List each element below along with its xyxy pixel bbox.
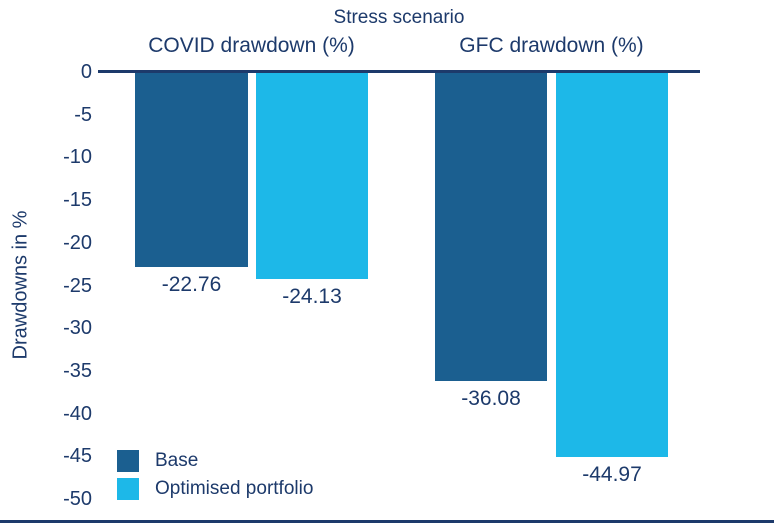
- bar-value-label: -22.76: [161, 273, 222, 296]
- bar-value-label: -44.97: [582, 463, 642, 486]
- legend-swatch-base: [117, 450, 139, 472]
- y-tick--35: -35: [63, 359, 92, 382]
- bar-base-group1: [435, 73, 547, 381]
- y-tick--30: -30: [63, 317, 92, 340]
- y-tick--10: -10: [63, 146, 92, 169]
- y-tick--25: -25: [63, 274, 92, 297]
- bar-optimised-portfolio-group0: [256, 73, 368, 279]
- legend-item-base: Base: [117, 450, 313, 472]
- y-tick--45: -45: [63, 445, 92, 468]
- bar-value-label: -36.08: [461, 387, 521, 410]
- bar-optimised-portfolio-group1: [556, 73, 668, 457]
- legend: Base Optimised portfolio: [117, 450, 313, 506]
- legend-label-base: Base: [155, 450, 199, 471]
- y-tick--5: -5: [74, 103, 92, 126]
- legend-swatch-optimised: [117, 478, 139, 500]
- chart-title: Stress scenario: [333, 7, 465, 28]
- y-tick--40: -40: [63, 402, 92, 425]
- y-tick--20: -20: [63, 231, 92, 254]
- bottom-rule: [0, 520, 774, 523]
- legend-item-optimised: Optimised portfolio: [117, 478, 313, 500]
- group-label-covid: COVID drawdown (%): [148, 34, 355, 57]
- bar-value-label: -24.13: [282, 285, 342, 308]
- zero-axis-line: [98, 70, 700, 73]
- y-tick--50: -50: [63, 488, 92, 510]
- legend-label-optimised: Optimised portfolio: [155, 478, 314, 499]
- y-tick-0: 0: [80, 61, 92, 83]
- group-label-gfc: GFC drawdown (%): [459, 34, 644, 57]
- y-tick--15: -15: [63, 189, 92, 212]
- bar-base-group0: [135, 73, 248, 267]
